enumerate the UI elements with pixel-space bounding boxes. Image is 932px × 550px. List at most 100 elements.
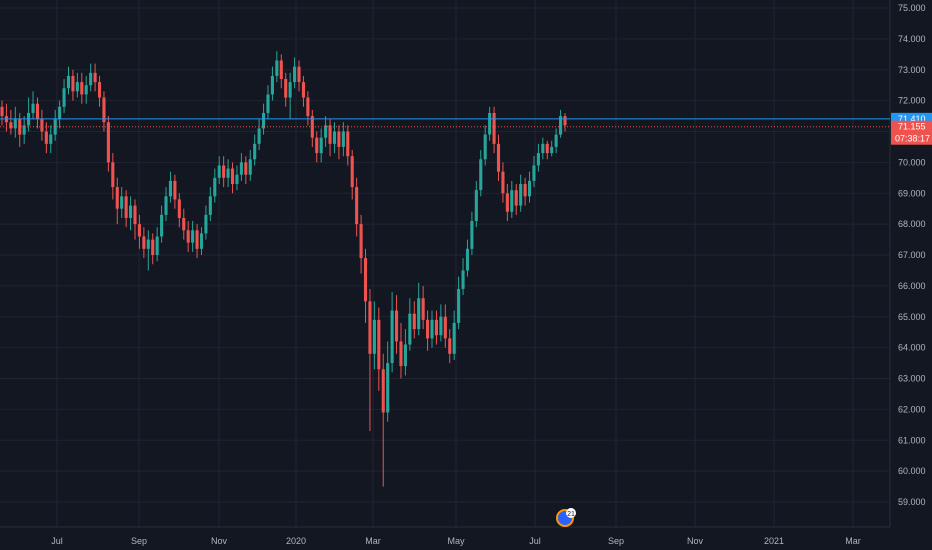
- candle-body: [536, 153, 540, 166]
- candle-body: [80, 82, 84, 95]
- candle-body: [115, 187, 119, 209]
- candle-body: [386, 363, 390, 413]
- candle-body: [301, 82, 306, 98]
- candle-body: [191, 230, 195, 243]
- candle-body: [106, 122, 110, 163]
- candle-body: [350, 156, 354, 188]
- candle-body: [306, 97, 310, 117]
- last-price-label: 71.155: [898, 122, 926, 132]
- candle-body: [93, 72, 97, 83]
- candle-body: [408, 313, 412, 345]
- y-tick-label: 73.000: [898, 65, 926, 75]
- candle-body: [452, 322, 456, 354]
- candle-body: [35, 103, 40, 120]
- candle-body: [40, 119, 44, 132]
- candle-body: [545, 143, 549, 154]
- candle-body: [519, 183, 523, 206]
- candle-body: [22, 125, 26, 135]
- candle-body: [390, 310, 394, 364]
- candle-body: [488, 112, 492, 135]
- candle-body: [372, 319, 376, 354]
- candle-body: [177, 199, 181, 218]
- candle-body: [430, 319, 434, 339]
- candle-body: [199, 233, 204, 249]
- x-tick-label: Mar: [365, 536, 381, 546]
- candle-body: [102, 97, 106, 123]
- y-tick-label: 59.000: [898, 497, 926, 507]
- candle-body: [235, 174, 239, 184]
- candle-body: [0, 106, 4, 117]
- x-tick-label: 2021: [764, 536, 784, 546]
- candle-body: [337, 131, 341, 147]
- candle-body: [457, 288, 461, 323]
- y-tick-label: 61.000: [898, 435, 926, 445]
- candle-body: [124, 196, 128, 218]
- candle-body: [137, 224, 141, 237]
- candle-body: [244, 162, 248, 175]
- candle-body: [49, 134, 53, 144]
- candle-body: [168, 180, 173, 197]
- candle-body: [359, 224, 363, 259]
- y-tick-label: 74.000: [898, 34, 926, 44]
- candle-body: [97, 82, 102, 98]
- candle-body: [261, 112, 266, 129]
- candle-body: [439, 316, 443, 336]
- candle-body: [222, 165, 226, 178]
- candle-body: [217, 165, 221, 178]
- event-badge-count: 21: [567, 511, 575, 518]
- candle-body: [89, 72, 93, 86]
- x-tick-label: Sep: [608, 536, 624, 546]
- candle-body: [270, 75, 274, 95]
- y-tick-label: 69.000: [898, 188, 926, 198]
- candle-body: [563, 116, 567, 126]
- x-tick-label: Jul: [51, 536, 63, 546]
- candle-body: [239, 162, 243, 175]
- candle-body: [279, 60, 283, 80]
- candle-body: [84, 85, 88, 95]
- candle-body: [501, 171, 505, 194]
- candle-body: [284, 79, 288, 98]
- candle-body: [226, 168, 230, 178]
- candle-body: [332, 131, 337, 144]
- candle-body: [111, 162, 115, 188]
- candle-body: [341, 131, 345, 147]
- candle-body: [253, 143, 257, 160]
- candle-body: [58, 106, 62, 120]
- candle-body: [355, 187, 359, 225]
- candle-body: [448, 338, 452, 354]
- y-tick-label: 62.000: [898, 404, 926, 414]
- candle-body: [129, 205, 133, 218]
- candle-body: [514, 190, 518, 206]
- candle-body: [412, 313, 416, 330]
- candle-body: [164, 196, 168, 215]
- candle-body: [182, 217, 186, 231]
- countdown-label: 07:38:17: [895, 134, 930, 144]
- candle-body: [288, 82, 292, 98]
- candle-body: [554, 134, 558, 147]
- candle-body: [496, 143, 501, 172]
- candle-body: [492, 112, 496, 144]
- last-price-tag: [891, 120, 932, 145]
- candle-body: [443, 316, 447, 339]
- candle-body: [53, 119, 57, 135]
- candle-body: [155, 236, 159, 255]
- candle-body: [319, 137, 323, 154]
- y-tick-label: 60.000: [898, 466, 926, 476]
- candle-body: [346, 131, 350, 157]
- candle-body: [18, 119, 22, 135]
- candle-body: [142, 236, 146, 249]
- candle-body: [470, 221, 474, 249]
- x-tick-label: Mar: [845, 536, 861, 546]
- candle-body: [31, 103, 35, 113]
- candle-body: [479, 159, 483, 191]
- candle-body: [71, 75, 75, 92]
- x-tick-label: Nov: [687, 536, 704, 546]
- candle-body: [275, 60, 279, 76]
- candle-body: [62, 88, 66, 107]
- candle-body: [297, 66, 301, 83]
- candle-body: [315, 137, 319, 154]
- candle-body: [13, 119, 17, 129]
- candle-body: [434, 319, 438, 336]
- y-tick-label: 64.000: [898, 343, 926, 353]
